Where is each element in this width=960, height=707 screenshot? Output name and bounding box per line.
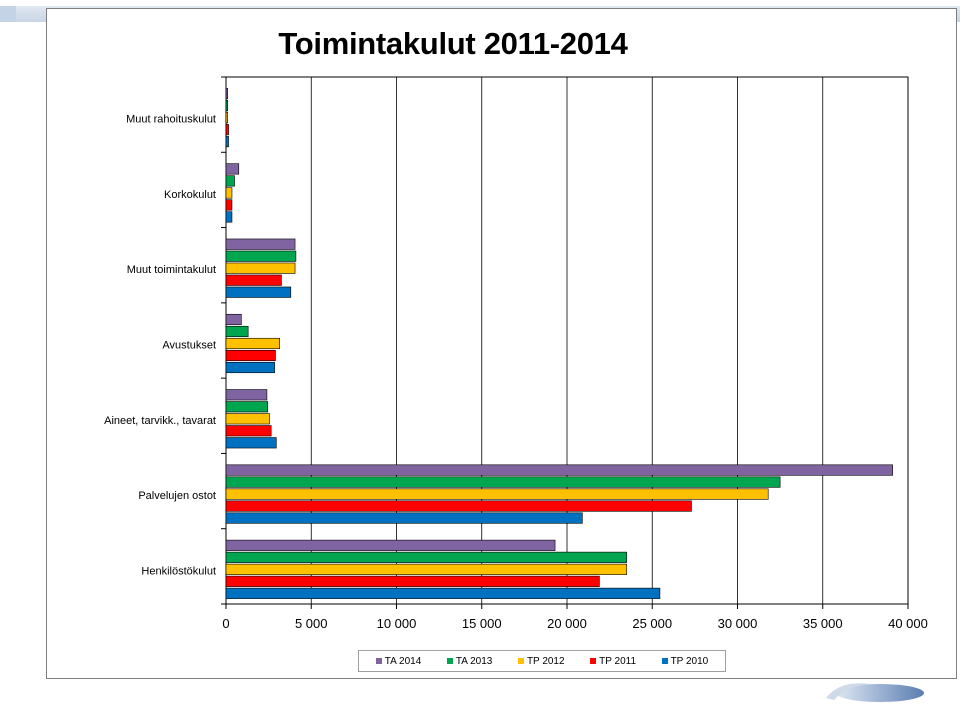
legend-label: TP 2011 — [599, 655, 637, 667]
bar-tp-2012 — [225, 262, 296, 274]
legend-item: TA 2013 — [446, 655, 493, 667]
x-tick-label: 10 000 — [377, 616, 417, 631]
x-tick-label: 15 000 — [462, 616, 502, 631]
bar-ta-2013 — [225, 100, 229, 112]
bar-tp-2010 — [225, 136, 229, 148]
legend-swatch — [661, 658, 668, 664]
bar-tp-2010 — [225, 437, 277, 449]
bar-tp-2010 — [225, 286, 292, 298]
logo-swoosh-icon — [826, 683, 924, 702]
bar-ta-2014 — [225, 539, 556, 551]
bar-tp-2011 — [225, 500, 692, 512]
bar-tp-2012 — [225, 563, 627, 575]
bar-tp-2011 — [225, 425, 272, 437]
x-tick-label: 35 000 — [803, 616, 843, 631]
x-tick-label: 30 000 — [718, 616, 758, 631]
legend-swatch — [590, 658, 597, 664]
x-tick-label: 0 — [222, 616, 229, 631]
y-category-label: Muut toimintakulut — [127, 264, 216, 276]
bar-tp-2010 — [225, 512, 583, 524]
bar-ta-2014 — [225, 88, 229, 100]
y-category-label: Korkokulut — [164, 189, 216, 201]
bar-tp-2011 — [225, 199, 233, 211]
x-tick-label: 5 000 — [295, 616, 328, 631]
bar-tp-2012 — [225, 413, 270, 425]
bar-ta-2013 — [225, 325, 249, 338]
bar-tp-2012 — [225, 187, 233, 199]
bar-tp-2010 — [225, 587, 661, 599]
bar-tp-2012 — [225, 488, 769, 500]
bar-ta-2013 — [225, 401, 269, 413]
bar-ta-2014 — [225, 163, 240, 175]
chart-legend: TA 2014 TA 2013 TP 2012 TP 2011 TP 2010 — [358, 650, 726, 672]
legend-label: TA 2013 — [455, 655, 493, 667]
y-category-label: Aineet, tarvikk., tavarat — [104, 415, 216, 427]
legend-item: TP 2011 — [590, 656, 636, 667]
bar-tp-2011 — [225, 274, 282, 286]
y-category-label: Palvelujen ostot — [138, 490, 216, 502]
y-category-label: Henkilöstökulut — [141, 565, 216, 577]
bar-tp-2010 — [225, 211, 233, 223]
chart-title: Toimintakulut 2011-2014 — [278, 26, 628, 61]
legend-item: TA 2014 — [375, 655, 422, 667]
legend-label: TP 2012 — [526, 655, 565, 667]
bar-tp-2011 — [225, 124, 229, 136]
bar-tp-2012 — [225, 112, 229, 124]
legend-label: TA 2014 — [384, 655, 422, 667]
y-category-label: Avustukset — [162, 340, 216, 352]
y-category-label: Muut rahoituskulut — [126, 114, 216, 126]
bar-ta-2013 — [225, 175, 235, 187]
x-tick-label: 25 000 — [632, 616, 672, 631]
bar-tp-2011 — [225, 349, 276, 362]
bar-tp-2010 — [225, 361, 275, 374]
legend-item: TP 2010 — [661, 655, 709, 667]
bar-ta-2013 — [225, 250, 297, 262]
bar-ta-2014 — [225, 389, 268, 401]
bar-ta-2014 — [225, 313, 242, 326]
left-accent — [0, 6, 16, 22]
x-tick-label: 20 000 — [547, 616, 587, 631]
legend-label: TP 2010 — [670, 655, 709, 667]
bar-tp-2011 — [225, 575, 600, 587]
bar-ta-2014 — [225, 464, 893, 476]
x-tick-label: 40 000 — [888, 616, 928, 631]
bar-ta-2013 — [225, 551, 627, 563]
legend-item: TP 2012 — [517, 655, 565, 667]
bar-tp-2012 — [225, 337, 281, 350]
legend-swatch — [375, 658, 382, 664]
bar-ta-2013 — [225, 476, 781, 488]
bar-ta-2014 — [225, 238, 296, 250]
legend-swatch — [517, 658, 524, 664]
legend-swatch — [446, 658, 453, 664]
